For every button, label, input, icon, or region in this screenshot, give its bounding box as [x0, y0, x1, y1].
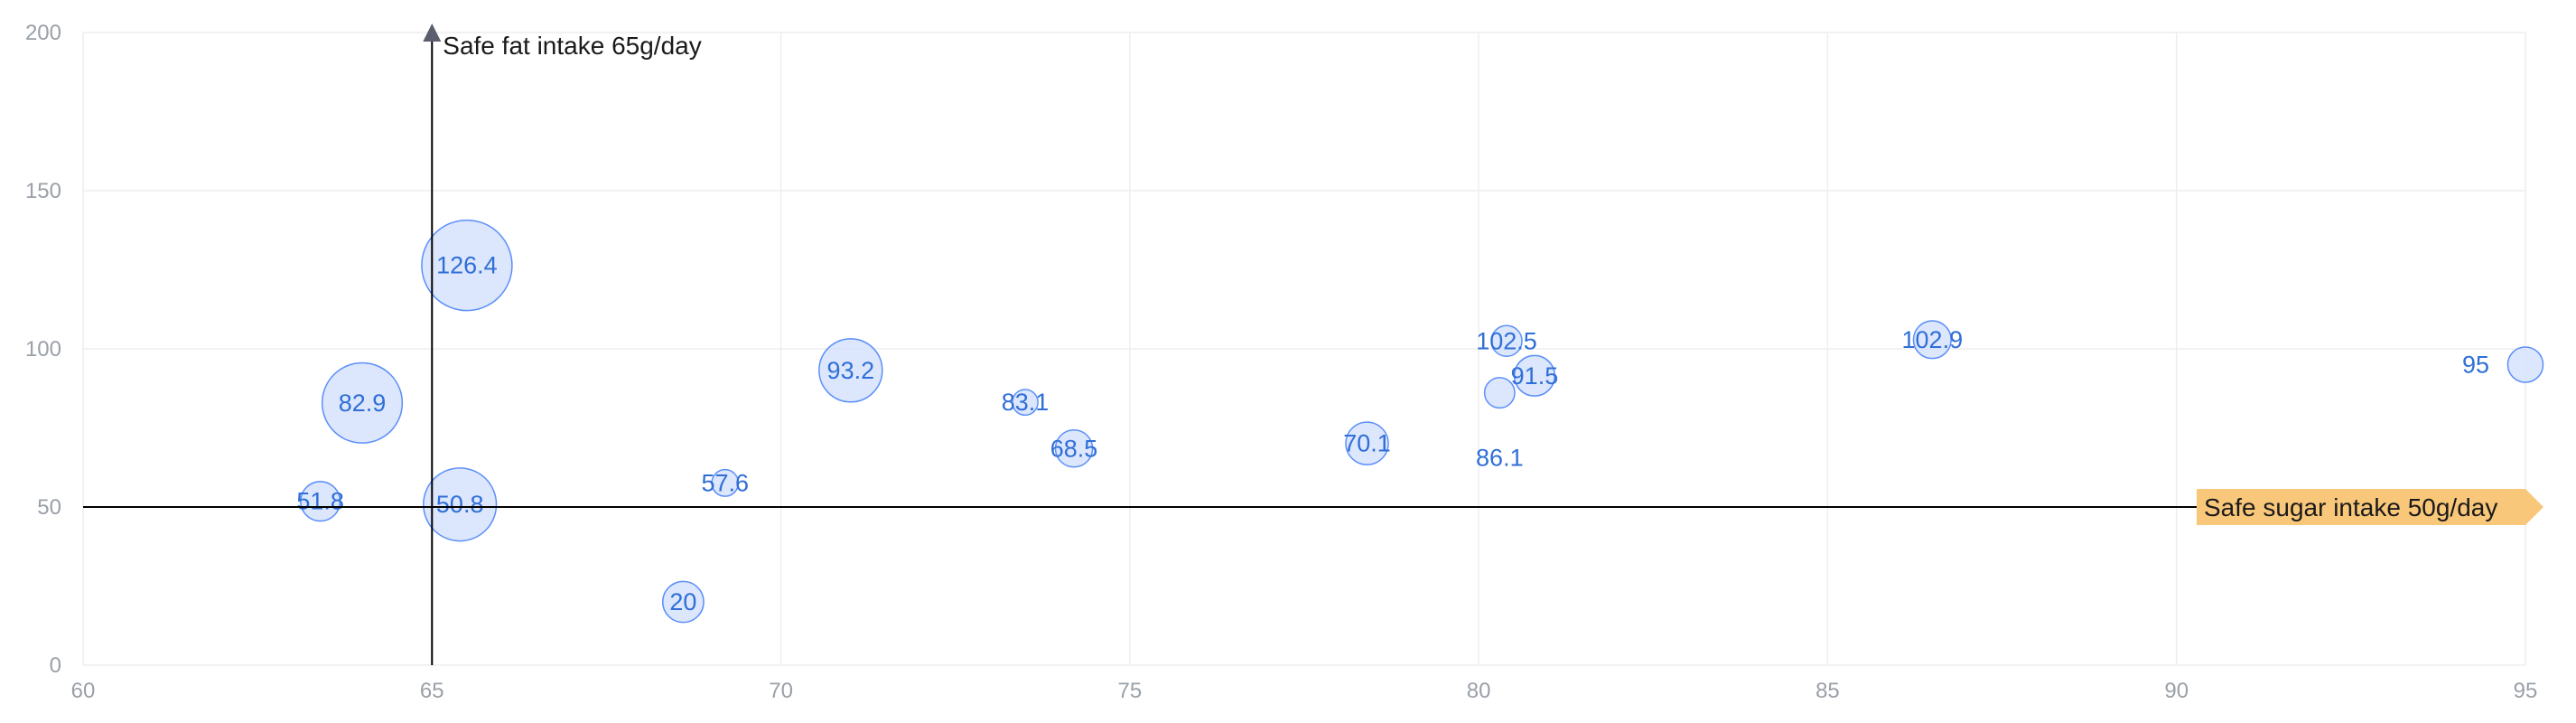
- x-tick-label: 90: [2164, 679, 2189, 703]
- x-tick-label: 85: [1815, 679, 1840, 703]
- bubble-label: 83.1: [1002, 389, 1050, 416]
- bubble-label: 95: [2462, 352, 2489, 379]
- bubble-label: 91.5: [1511, 362, 1559, 390]
- bubble-point: [421, 219, 513, 312]
- x-tick-label: 70: [769, 679, 793, 703]
- bubble-point: [1012, 389, 1039, 417]
- bubble-point: [1483, 377, 1516, 409]
- bubble-series: 95 102.9 91.5 102.5 86.1 70.1 68.583.1 93.2 57.6…: [296, 219, 2544, 624]
- bubble-label: 51.8: [296, 488, 344, 515]
- sugar-reference-text: Safe sugar intake 50g/day: [2204, 493, 2497, 521]
- bubble-point: [300, 481, 341, 522]
- bubble-point: [1490, 324, 1523, 357]
- x-tick-label: 75: [1118, 679, 1143, 703]
- bubble-point: [1912, 320, 1952, 360]
- bubble-label: 86.1: [1476, 445, 1524, 472]
- bubble-label: 102.5: [1476, 327, 1537, 354]
- bubble-label: 57.6: [701, 469, 749, 496]
- y-tick-label: 150: [25, 179, 61, 203]
- bubble-point: [711, 468, 740, 497]
- bubble-label: 93.2: [827, 357, 875, 384]
- bubble-point: [1054, 428, 1094, 468]
- y-tick-label: 50: [37, 495, 61, 520]
- bubble-point: [423, 467, 498, 542]
- fat-reference-text: Safe fat intake 65g/day: [443, 32, 701, 60]
- bubble-point: [1345, 421, 1389, 465]
- x-tick-label: 80: [1467, 679, 1491, 703]
- bubble-label: 68.5: [1050, 435, 1098, 462]
- y-tick-label: 100: [25, 337, 61, 362]
- bubble-point: [818, 338, 883, 403]
- bubble-label: 82.9: [339, 390, 387, 417]
- x-tick-label: 60: [71, 679, 96, 703]
- bubble-label: 102.9: [1902, 326, 1964, 353]
- bubble-label: 70.1: [1343, 430, 1391, 457]
- bubble-point: [2506, 346, 2544, 383]
- y-tick-label: 200: [25, 21, 61, 45]
- bubble-point: [321, 362, 404, 444]
- bubble-label: 20: [669, 588, 696, 615]
- x-tick-label: 95: [2514, 679, 2538, 703]
- bubble-label: 126.4: [436, 252, 498, 279]
- fat-reference-arrow: [423, 23, 442, 42]
- grid-lines: [82, 32, 2526, 666]
- bubble-point: [1513, 354, 1556, 397]
- x-tick-label: 65: [420, 679, 444, 703]
- bubble-label: 50.8: [436, 491, 484, 518]
- y-tick-label: 0: [50, 653, 61, 678]
- bubble-point: [661, 580, 705, 624]
- sugar-reference-badge: [2197, 489, 2543, 525]
